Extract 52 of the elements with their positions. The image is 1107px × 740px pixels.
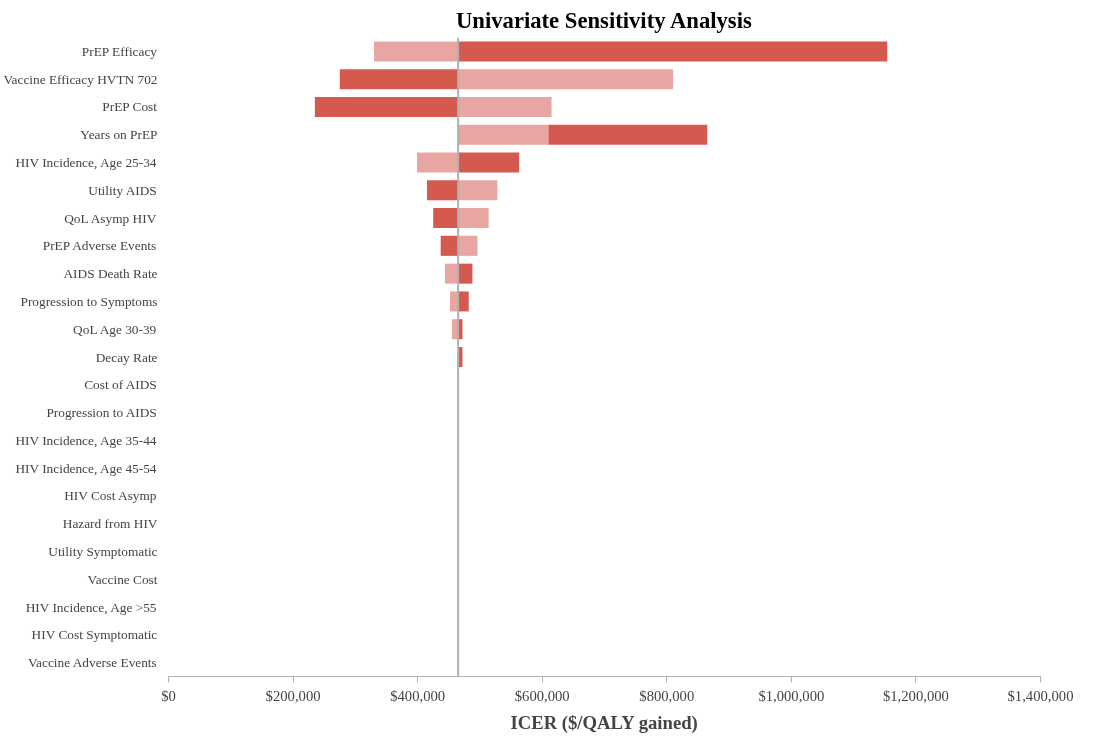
y-tick-label: HIV Incidence, Age >55 (25, 599, 157, 615)
y-tick-label: PrEP Adverse Events (42, 238, 157, 254)
y-tick-label: Cost of AIDS (84, 377, 157, 393)
y-tick-label: Decay Rate (95, 349, 158, 365)
y-tick-label: Years on PrEP (80, 127, 158, 143)
bar (458, 291, 469, 312)
bar (548, 124, 708, 145)
x-tick-label: $600,000 (514, 687, 570, 704)
y-tick-label: Hazard from HIV (62, 516, 158, 532)
bar (374, 41, 459, 62)
bar (458, 124, 549, 145)
bar (458, 41, 888, 62)
chart-title: Univariate Sensitivity Analysis (455, 7, 752, 33)
y-tick-label: HIV Incidence, Age 45-54 (15, 460, 157, 476)
bar (458, 96, 552, 117)
y-tick-label: AIDS Death Rate (63, 266, 158, 282)
y-tick-label: HIV Incidence, Age 25-34 (15, 155, 157, 171)
bar (440, 235, 459, 256)
y-tick-label: Progression to Symptoms (20, 293, 158, 309)
y-tick-label: HIV Incidence, Age 35-44 (15, 432, 157, 448)
x-axis-title: ICER ($/QALY gained) (510, 711, 698, 734)
x-tick-label: $800,000 (639, 687, 695, 704)
y-tick-label: Vaccine Adverse Events (27, 655, 157, 671)
bar (314, 96, 459, 117)
bar (458, 180, 498, 201)
bar (445, 263, 459, 284)
y-tick-label: QoL Age 30-39 (73, 321, 157, 337)
bar (458, 263, 473, 284)
x-tick-label: $1,200,000 (882, 687, 949, 704)
y-tick-label: Vaccine Cost (87, 571, 158, 587)
x-tick-label: $400,000 (390, 687, 446, 704)
bar (458, 152, 520, 173)
y-tick-label: Utility Symptomatic (48, 543, 158, 559)
y-tick-label: QoL Asymp HIV (64, 210, 157, 226)
bar (458, 235, 478, 256)
y-tick-label: Utility AIDS (88, 182, 157, 198)
y-tick-label: Vaccine Efficacy HVTN 702 (3, 71, 158, 87)
y-tick-label: PrEP Efficacy (81, 43, 158, 59)
x-tick-label: $1,400,000 (1007, 687, 1074, 704)
x-tick-label: $1,000,000 (758, 687, 825, 704)
y-tick-label: HIV Cost Asymp (64, 488, 157, 504)
x-tick-label: $0 (161, 687, 176, 704)
y-tick-label: PrEP Cost (102, 99, 158, 115)
bar (417, 152, 459, 173)
bar (433, 208, 459, 229)
y-tick-label: HIV Cost Symptomatic (31, 627, 158, 643)
bar (458, 69, 674, 90)
bar (426, 180, 459, 201)
bar (339, 69, 459, 90)
x-tick-label: $200,000 (265, 687, 321, 704)
y-tick-label: Progression to AIDS (46, 405, 157, 421)
bar (458, 208, 489, 229)
